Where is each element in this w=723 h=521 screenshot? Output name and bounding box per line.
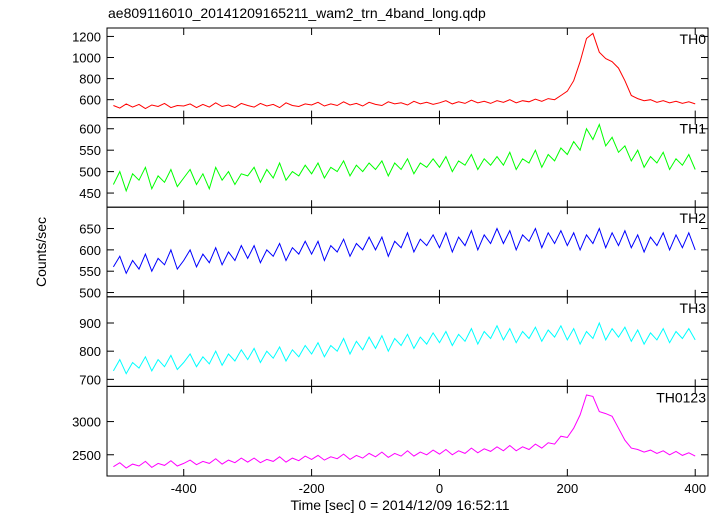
x-tick-label: 400 xyxy=(684,481,706,496)
x-tick-label: -200 xyxy=(299,481,325,496)
panel-label: TH1 xyxy=(680,121,707,137)
panel-frame xyxy=(106,385,709,477)
y-tick-label: 450 xyxy=(79,186,101,201)
panel-label: TH0 xyxy=(680,31,707,47)
y-tick-label: 700 xyxy=(79,372,101,387)
y-tick-label: 2500 xyxy=(72,448,101,463)
panel-frame xyxy=(106,296,709,387)
y-tick-label: 800 xyxy=(79,72,101,87)
series-line xyxy=(113,394,696,469)
y-tick-label: 900 xyxy=(79,316,101,331)
y-tick-label: 550 xyxy=(79,264,101,279)
y-tick-label: 3000 xyxy=(72,415,101,430)
panel-frame xyxy=(106,206,709,298)
series-line xyxy=(112,321,696,375)
y-axis-label: Counts/sec xyxy=(33,217,49,287)
y-tick-label: 600 xyxy=(79,243,101,258)
series-line xyxy=(112,123,696,193)
panel-label: TH3 xyxy=(680,300,707,316)
panel-frame xyxy=(106,117,709,208)
x-tick-label: -400 xyxy=(171,481,197,496)
chart-title: ae809116010_20141209165211_wam2_trn_4ban… xyxy=(108,5,486,21)
series-line xyxy=(113,32,696,110)
series-line xyxy=(112,227,696,275)
y-tick-label: 600 xyxy=(79,93,101,108)
y-tick-label: 500 xyxy=(79,165,101,180)
panel-label: TH0123 xyxy=(656,389,706,405)
y-tick-label: 1000 xyxy=(72,51,101,66)
x-tick-label: 0 xyxy=(436,481,443,496)
y-tick-label: 500 xyxy=(79,286,101,301)
panel-label: TH2 xyxy=(680,210,707,226)
y-tick-label: 1200 xyxy=(72,29,101,44)
y-tick-label: 550 xyxy=(79,143,101,158)
y-tick-label: 800 xyxy=(79,344,101,359)
y-tick-label: 600 xyxy=(79,122,101,137)
x-axis-label: Time [sec] 0 = 2014/12/09 16:52:11 xyxy=(290,497,509,513)
y-tick-label: 650 xyxy=(79,222,101,237)
panel-frame xyxy=(106,27,709,119)
x-tick-label: 200 xyxy=(556,481,578,496)
